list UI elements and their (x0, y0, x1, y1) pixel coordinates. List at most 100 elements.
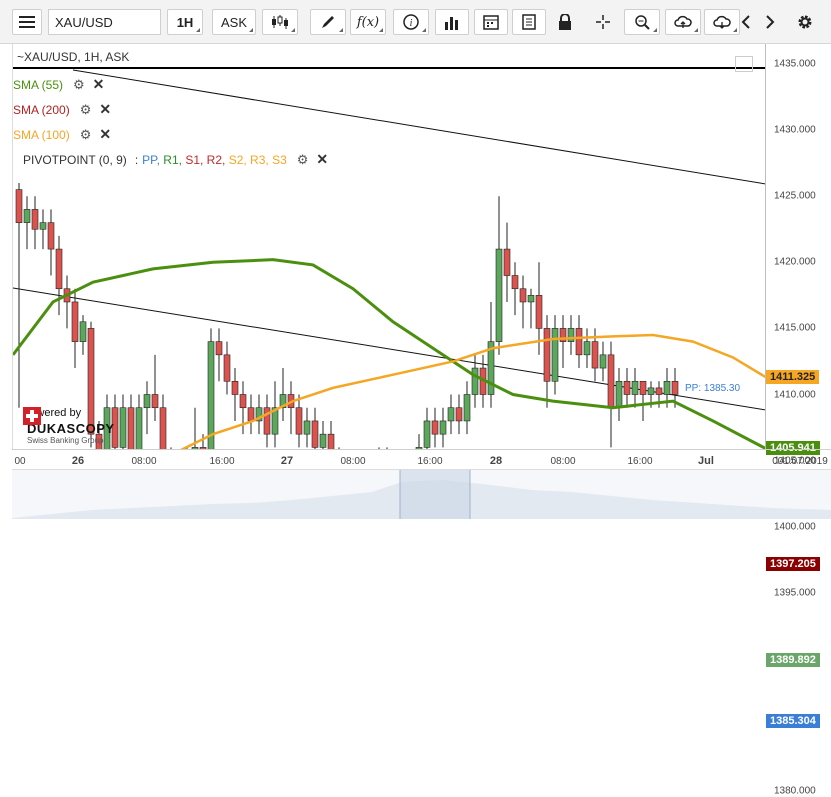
candle-body (15, 189, 23, 223)
candle-body (247, 407, 255, 422)
pp-label: PP: 1385.30 (685, 383, 741, 394)
lock-button[interactable] (550, 9, 580, 35)
sma-55-label: SMA (55) (13, 77, 64, 92)
download-button[interactable] (704, 9, 740, 35)
candle-body (535, 295, 543, 329)
candle-body (271, 407, 279, 435)
chevron-right-icon (766, 15, 775, 29)
indicators-button[interactable]: f(x) (350, 9, 386, 35)
candle-body (599, 354, 607, 369)
candle-body (39, 222, 47, 230)
candle-body (583, 341, 591, 356)
logo-sub: Swiss Banking Group (27, 436, 104, 445)
info-icon: i (403, 14, 419, 30)
settings-button[interactable] (792, 9, 818, 35)
candle-body (31, 209, 39, 230)
candle-body (607, 354, 615, 409)
candle-body (239, 394, 247, 409)
candle-body (639, 380, 647, 395)
legend-sma-55[interactable]: SMA (55) ⚙ ✕ (13, 76, 104, 93)
candle-body (79, 321, 87, 342)
x-tick-label: 08:00 (131, 456, 157, 467)
price-chart (13, 67, 765, 449)
pivot-item-s1: S1, (185, 152, 207, 167)
time-axis[interactable]: 00 26 08:00 16:00 27 08:00 16:00 28 08:00 16:00 Ju… (12, 449, 831, 469)
gear-icon[interactable]: ⚙ (79, 101, 92, 117)
gear-icon[interactable]: ⚙ (79, 126, 92, 142)
gear-icon[interactable]: ⚙ (73, 76, 85, 92)
candle-body (71, 301, 79, 342)
x-tick-label: 16:00 (417, 456, 443, 467)
symbol-label: XAU/USD (55, 15, 113, 30)
candle-body (87, 328, 95, 435)
sma-200-label: SMA (200) (13, 102, 70, 117)
candle-body (279, 394, 287, 409)
drawing-button[interactable] (310, 9, 346, 35)
candle-body (223, 354, 231, 382)
candle-body (47, 222, 55, 250)
info-button[interactable]: i (393, 9, 429, 35)
price-axis[interactable]: 1435.000 1430.000 1425.000 1420.000 1415.000… (765, 44, 831, 797)
close-icon[interactable]: ✕ (99, 126, 112, 142)
symbol-selector[interactable]: XAU/USD (48, 9, 161, 35)
candle-body (527, 295, 535, 303)
menu-button[interactable] (12, 9, 42, 35)
pivot-item-pp: PP, (142, 152, 164, 167)
report-button[interactable] (512, 9, 546, 35)
volume-button[interactable] (435, 9, 469, 35)
document-icon (522, 14, 536, 30)
price-tag: 1405.941 (766, 441, 820, 456)
price-tag: 1385.304 (766, 713, 820, 728)
side-button[interactable]: ASK (212, 9, 256, 35)
candle-body (655, 387, 663, 395)
hamburger-icon (19, 16, 35, 28)
candle-body (575, 328, 583, 356)
upload-button[interactable] (665, 9, 701, 35)
candle-body (303, 420, 311, 435)
y-tick-label: 1410.000 (774, 389, 816, 400)
candle-body (447, 407, 455, 422)
x-tick-label: 08:00 (550, 456, 576, 467)
crosshair-icon (596, 15, 610, 29)
timeframe-label: 1H (176, 14, 194, 30)
candle-body (23, 209, 31, 223)
candle-body (103, 407, 111, 449)
y-tick-label: 1425.000 (774, 190, 816, 202)
pivot-item-r2: R2, (206, 152, 229, 167)
candle-body (503, 248, 511, 276)
calendar-button[interactable] (474, 9, 508, 35)
pivot-items: PP, R1, S1, R2, S2, R3, S3 (142, 153, 287, 167)
candle-body (567, 328, 575, 342)
candle-body (263, 407, 271, 435)
x-tick-label: 16:00 (209, 456, 235, 467)
close-icon[interactable]: ✕ (316, 151, 329, 167)
candle-body (519, 288, 527, 303)
chart-title-text: XAU/USD, 1H, ASK (24, 50, 130, 64)
close-icon[interactable]: ✕ (92, 76, 105, 92)
scroll-right-button[interactable] (760, 9, 780, 35)
lock-icon (559, 14, 571, 30)
legend-pivot[interactable]: PIVOTPOINT (0, 9) : PP, R1, S1, R2, S2, … (23, 151, 328, 168)
scroll-left-button[interactable] (736, 9, 756, 35)
svg-text:i: i (410, 18, 413, 29)
candle-body (143, 394, 151, 409)
timeframe-button[interactable]: 1H (167, 9, 203, 35)
chart-type-button[interactable] (262, 9, 298, 35)
candle-body (111, 407, 119, 448)
legend-sma-200[interactable]: SMA (200) ⚙ ✕ (13, 101, 111, 118)
close-icon[interactable]: ✕ (99, 101, 112, 117)
candle-body (95, 433, 103, 449)
candle-body (671, 380, 679, 395)
candle-body (487, 341, 495, 395)
x-tick-label: 26 (71, 455, 85, 467)
gear-icon[interactable]: ⚙ (296, 151, 309, 167)
candle-body (199, 447, 207, 449)
chart-area[interactable]: ~XAU/USD, 1H, ASK SMA (55) ⚙ ✕ SMA (200) … (12, 44, 765, 449)
zoom-button[interactable] (624, 9, 660, 35)
navigator[interactable] (12, 469, 831, 519)
legend-sma-100[interactable]: SMA (100) ⚙ ✕ (13, 126, 111, 143)
price-tag: 1397.205 (766, 556, 820, 571)
crosshair-button[interactable] (588, 9, 618, 35)
expand-button[interactable] (735, 56, 753, 72)
swiss-cross-icon (23, 407, 41, 425)
